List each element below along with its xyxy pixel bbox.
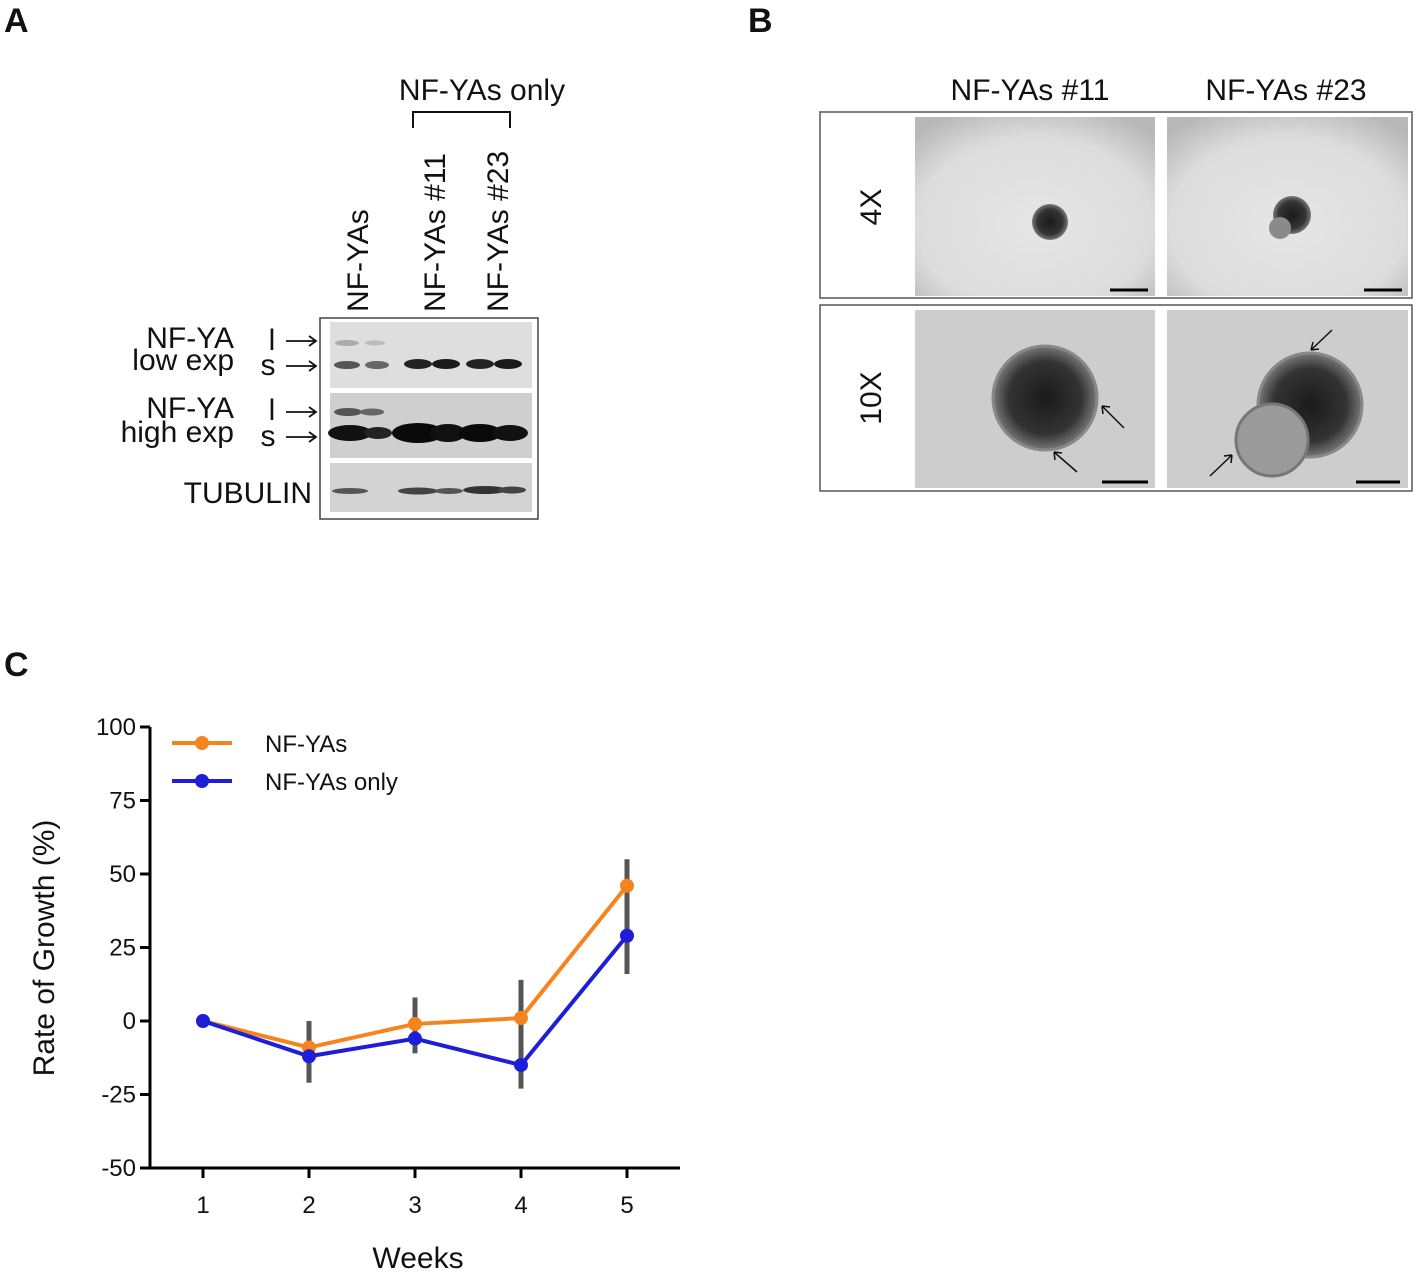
y-tick-label: 100	[96, 714, 136, 741]
point	[302, 1049, 316, 1064]
y-axis-label: Rate of Growth (%)	[28, 820, 61, 1077]
row-label: NF-YA	[146, 322, 234, 355]
row-label: 4X	[855, 189, 888, 226]
y-tick-label: -50	[101, 1155, 136, 1182]
point	[514, 1058, 528, 1073]
row-label: NF-YA	[146, 392, 234, 425]
x-tick-label: 1	[196, 1192, 209, 1219]
column-label: NF-YAs #11	[951, 74, 1110, 107]
x-tick-label: 4	[514, 1192, 527, 1219]
row-label: 10X	[855, 371, 888, 424]
chart: -50 -25 0 25 50 75 100 1 2 3 4 5 NF-YAs NF-YAs only	[96, 714, 680, 1219]
point	[620, 878, 634, 893]
group-label: NF-YAs only	[399, 74, 565, 107]
y-tick-label: 25	[109, 935, 136, 962]
legend-marker	[195, 736, 209, 750]
point	[514, 1011, 528, 1026]
row-sub-label: high exp	[121, 416, 234, 449]
x-tick-label: 5	[620, 1192, 633, 1219]
lane-label: NF-YAs #23	[482, 151, 515, 312]
row-label: TUBULIN	[184, 477, 312, 510]
point	[620, 928, 634, 943]
band-label: l	[269, 324, 276, 357]
point	[408, 1031, 422, 1046]
y-tick-label: 75	[109, 788, 136, 815]
micrograph	[915, 117, 1408, 488]
panel-label: C	[4, 646, 29, 684]
y-tick-label: 50	[109, 861, 136, 888]
y-tick-label: -25	[101, 1082, 136, 1109]
blot	[328, 322, 532, 512]
panel-label: B	[748, 2, 773, 40]
arrows	[286, 335, 318, 443]
x-axis-label: Weeks	[372, 1242, 463, 1274]
lane-label: NF-YAs #11	[419, 153, 452, 312]
point	[408, 1016, 422, 1031]
legend-label: NF-YAs	[265, 731, 347, 758]
band-label: s	[261, 349, 276, 382]
row-sub-label: low exp	[132, 344, 234, 377]
x-tick-label: 2	[302, 1192, 315, 1219]
y-tick-label: 0	[123, 1008, 136, 1035]
bracket	[412, 111, 511, 128]
panel-label: A	[4, 2, 29, 40]
band-label: s	[261, 420, 276, 453]
legend-label: NF-YAs only	[265, 769, 398, 796]
point	[196, 1014, 210, 1028]
band-label: l	[269, 394, 276, 427]
legend-marker	[195, 774, 209, 788]
column-label: NF-YAs #23	[1205, 74, 1366, 107]
lane-label: NF-YAs	[342, 209, 375, 312]
x-tick-label: 3	[408, 1192, 421, 1219]
